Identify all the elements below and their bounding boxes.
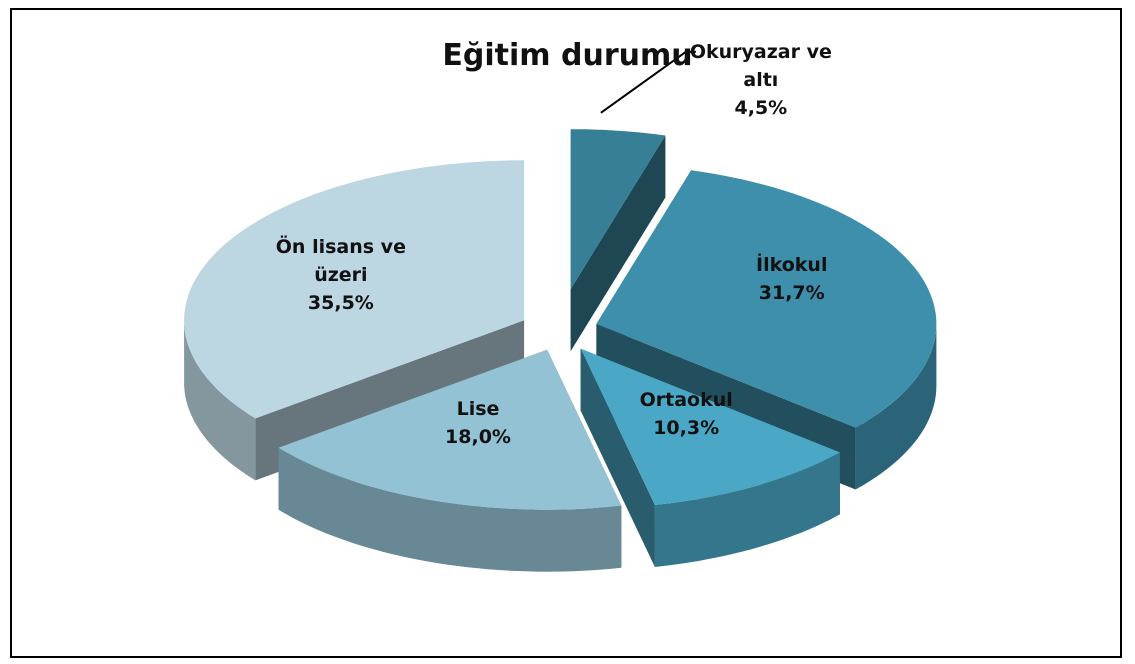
chart-title: Eğitim durumu bbox=[442, 38, 693, 73]
leader-line bbox=[600, 50, 696, 114]
category-label: Ortaokul bbox=[639, 388, 733, 411]
slice-wall bbox=[184, 320, 256, 481]
slice-wall bbox=[855, 324, 937, 490]
category-label: Lise bbox=[456, 397, 500, 420]
value-label: 4,5% bbox=[734, 96, 788, 119]
slice-side bbox=[580, 348, 655, 567]
value-label: 10,3% bbox=[653, 416, 720, 439]
slice bbox=[580, 348, 840, 505]
value-label: 35,5% bbox=[307, 292, 374, 315]
slice-wall bbox=[278, 447, 622, 572]
slice bbox=[278, 349, 622, 510]
slice bbox=[596, 170, 937, 428]
slice bbox=[184, 160, 525, 419]
category-label: Ön lisans ve üzeri bbox=[275, 236, 406, 287]
category-label: İlkokul bbox=[756, 254, 828, 277]
value-label: 31,7% bbox=[758, 282, 825, 305]
slice bbox=[570, 129, 666, 290]
chart-frame bbox=[10, 8, 1122, 658]
slice-side bbox=[570, 135, 666, 352]
value-label: 18,0% bbox=[445, 425, 511, 448]
category-label: Okuryazar ve altı bbox=[689, 40, 832, 91]
slice-wall bbox=[654, 452, 840, 567]
